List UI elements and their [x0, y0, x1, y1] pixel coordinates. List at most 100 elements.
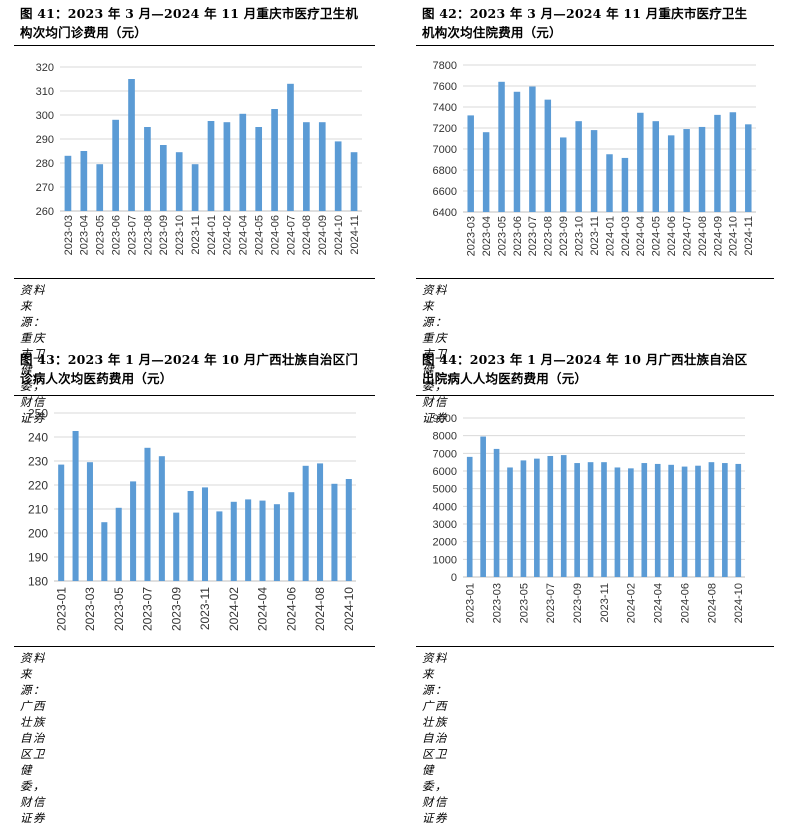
x-tick-label: 2024-02 — [626, 583, 638, 623]
x-tick-label: 2023-11 — [599, 583, 611, 623]
bar — [223, 122, 231, 211]
y-tick-label: 7000 — [433, 448, 457, 460]
x-tick-label: 2023-03 — [83, 587, 97, 631]
x-tick-label: 2023-06 — [110, 215, 122, 255]
x-tick-label: 2024-10 — [728, 216, 740, 256]
x-tick-label: 2024-08 — [706, 583, 718, 623]
y-tick-label: 270 — [36, 182, 54, 194]
x-tick-label: 2023-07 — [126, 215, 138, 255]
figure-41-source: 资料来源：重庆市卫健委，财信证券 — [20, 283, 46, 425]
bar — [255, 127, 263, 211]
bar — [130, 481, 137, 581]
figure-41-top-rule — [14, 45, 375, 46]
bar — [559, 137, 567, 212]
bar — [287, 83, 294, 211]
bar — [590, 130, 598, 212]
bar — [115, 507, 122, 581]
y-tick-label: 290 — [36, 134, 54, 146]
bar — [128, 79, 135, 211]
x-tick-label: 2023-07 — [545, 583, 557, 623]
bar — [641, 463, 648, 577]
bar — [560, 455, 567, 577]
bar — [350, 152, 358, 211]
bar — [482, 132, 490, 212]
bar — [668, 464, 674, 577]
x-tick-label: 2024-08 — [697, 216, 709, 256]
y-tick-label: 220 — [28, 478, 48, 492]
y-tick-label: 6800 — [433, 165, 457, 177]
x-tick-label: 2024-06 — [679, 583, 691, 623]
bar — [695, 465, 701, 577]
bar — [547, 455, 554, 577]
bar — [467, 115, 474, 212]
x-tick-label: 2024-06 — [269, 215, 281, 255]
bar — [493, 448, 500, 577]
y-tick-label: 1000 — [433, 554, 457, 566]
x-tick-label: 2023-07 — [141, 587, 155, 631]
bar — [288, 492, 295, 581]
y-tick-label: 240 — [28, 430, 48, 444]
figure-42-top-rule — [416, 45, 774, 46]
y-tick-label: 310 — [36, 86, 54, 98]
bar — [86, 462, 93, 581]
x-tick-label: 2023-11 — [589, 216, 601, 256]
bar — [534, 458, 540, 577]
x-tick-label: 2024-06 — [284, 587, 298, 631]
bar — [681, 466, 688, 577]
bar — [80, 151, 88, 211]
y-tick-label: 260 — [36, 206, 54, 218]
bar — [735, 463, 742, 577]
y-tick-label: 7800 — [433, 60, 457, 72]
x-tick-label: 2024-08 — [301, 215, 313, 255]
bar — [575, 121, 582, 212]
bar — [574, 463, 580, 577]
x-tick-label: 2023-10 — [174, 215, 186, 255]
figure-43-chart: 180 190 200 210 220 230 240 250 2023-01 2023-03 20… — [28, 406, 356, 631]
bar — [745, 124, 752, 212]
y-tick-label: 180 — [28, 574, 48, 588]
bar — [507, 467, 513, 577]
y-tick-label: 7200 — [433, 123, 457, 135]
bar — [216, 511, 223, 581]
y-tick-label: 0 — [451, 572, 457, 584]
x-tick-label: 2024-04 — [635, 216, 647, 256]
x-tick-label: 2024-05 — [651, 216, 663, 256]
bar — [722, 463, 728, 577]
x-tick-label: 2023-11 — [190, 215, 202, 255]
x-tick-label: 2024-02 — [227, 587, 241, 631]
x-tick-label: 2023-09 — [558, 216, 570, 256]
figure-43-bottom-rule — [14, 646, 375, 647]
figure-44-top-rule — [416, 395, 774, 396]
bar — [187, 491, 194, 581]
y-tick-label: 250 — [28, 406, 48, 420]
bar — [239, 113, 247, 211]
bar — [317, 463, 324, 581]
figure-44-title: 图 44：2023 年 1 月—2024 年 10 月广西壮族自治区 出院病人人… — [422, 352, 748, 386]
bar — [245, 499, 252, 581]
bar — [96, 164, 104, 211]
bar — [158, 456, 165, 581]
x-tick-label: 2024-04 — [256, 587, 270, 631]
y-tick-label: 7400 — [433, 102, 457, 114]
bar — [72, 431, 79, 581]
x-tick-label: 2024-11 — [743, 216, 755, 256]
figure-42-bottom-rule — [416, 278, 774, 279]
bar — [159, 145, 167, 211]
bar — [331, 483, 338, 581]
bar — [606, 154, 613, 212]
bar — [708, 462, 715, 577]
figure-44-chart: 0 1000 2000 3000 4000 5000 6000 7000 8000 9000 202… — [433, 413, 746, 623]
y-tick-label: 280 — [36, 158, 54, 170]
bar — [173, 512, 180, 581]
x-tick-label: 2024-09 — [712, 216, 724, 256]
x-tick-label: 2023-05 — [518, 583, 530, 623]
x-tick-label: 2023-03 — [491, 583, 503, 623]
y-tick-label: 6600 — [433, 186, 457, 198]
y-tick-label: 200 — [28, 526, 48, 540]
x-tick-label: 2024-02 — [222, 215, 234, 255]
x-tick-label: 2023-05 — [95, 215, 107, 255]
bar — [101, 522, 108, 581]
bar — [520, 460, 527, 577]
bar — [628, 468, 634, 577]
